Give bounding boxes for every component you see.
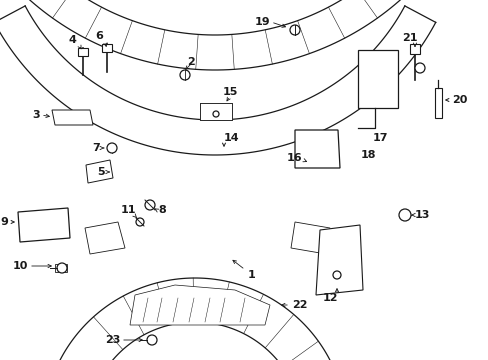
Text: 13: 13: [414, 210, 429, 220]
Polygon shape: [357, 50, 397, 108]
Text: 7: 7: [92, 143, 100, 153]
Text: 16: 16: [286, 153, 302, 163]
Text: 8: 8: [158, 205, 165, 215]
Polygon shape: [290, 222, 329, 254]
Text: 12: 12: [322, 293, 337, 303]
Circle shape: [145, 200, 155, 210]
Text: 21: 21: [402, 33, 417, 43]
Text: 20: 20: [451, 95, 467, 105]
Text: 17: 17: [371, 133, 387, 143]
Polygon shape: [294, 130, 339, 168]
Polygon shape: [86, 160, 113, 183]
Text: 6: 6: [95, 31, 103, 41]
Text: 15: 15: [222, 87, 237, 97]
Polygon shape: [409, 44, 419, 54]
Text: 3: 3: [32, 110, 40, 120]
Text: 2: 2: [187, 57, 195, 67]
Circle shape: [289, 25, 299, 35]
Polygon shape: [54, 278, 335, 360]
Circle shape: [332, 271, 340, 279]
Circle shape: [213, 111, 219, 117]
Circle shape: [57, 263, 67, 273]
Polygon shape: [130, 285, 269, 325]
Text: 9: 9: [0, 217, 8, 227]
Circle shape: [107, 143, 117, 153]
Polygon shape: [18, 208, 70, 242]
Text: 19: 19: [254, 17, 269, 27]
Text: 14: 14: [224, 133, 239, 143]
Circle shape: [170, 287, 200, 317]
Polygon shape: [200, 103, 231, 120]
Text: 22: 22: [291, 300, 307, 310]
Text: 10: 10: [13, 261, 28, 271]
Polygon shape: [52, 110, 93, 125]
Polygon shape: [55, 264, 67, 272]
Text: 18: 18: [360, 150, 375, 160]
Polygon shape: [315, 225, 362, 295]
Circle shape: [414, 63, 424, 73]
Polygon shape: [434, 88, 441, 118]
Text: 23: 23: [104, 335, 120, 345]
Polygon shape: [78, 48, 88, 56]
Polygon shape: [85, 222, 125, 254]
Circle shape: [136, 218, 143, 226]
Circle shape: [177, 294, 193, 310]
Text: 11: 11: [120, 205, 136, 215]
Circle shape: [398, 209, 410, 221]
Polygon shape: [102, 44, 112, 52]
Text: 4: 4: [68, 35, 76, 45]
Text: 5: 5: [97, 167, 105, 177]
Circle shape: [180, 70, 190, 80]
Polygon shape: [0, 6, 435, 155]
Polygon shape: [0, 0, 472, 70]
Circle shape: [147, 335, 157, 345]
Text: 1: 1: [232, 260, 255, 280]
